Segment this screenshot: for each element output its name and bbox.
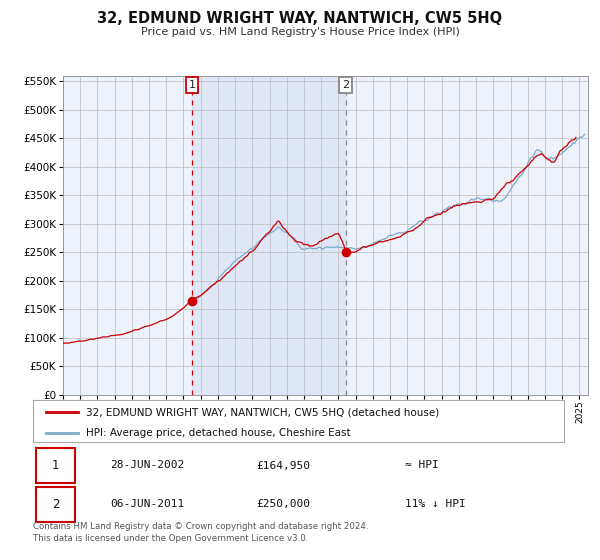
Text: £250,000: £250,000 xyxy=(256,499,310,509)
Bar xyxy=(192,76,346,395)
FancyBboxPatch shape xyxy=(35,448,76,483)
Text: 2: 2 xyxy=(52,497,59,511)
Text: 2: 2 xyxy=(342,80,349,90)
Text: £164,950: £164,950 xyxy=(256,460,310,470)
Text: 32, EDMUND WRIGHT WAY, NANTWICH, CW5 5HQ (detached house): 32, EDMUND WRIGHT WAY, NANTWICH, CW5 5HQ… xyxy=(86,407,439,417)
Text: Price paid vs. HM Land Registry's House Price Index (HPI): Price paid vs. HM Land Registry's House … xyxy=(140,27,460,37)
Text: 11% ↓ HPI: 11% ↓ HPI xyxy=(404,499,466,509)
Text: ≈ HPI: ≈ HPI xyxy=(404,460,439,470)
Text: HPI: Average price, detached house, Cheshire East: HPI: Average price, detached house, Ches… xyxy=(86,428,351,438)
Text: 28-JUN-2002: 28-JUN-2002 xyxy=(110,460,184,470)
Text: 1: 1 xyxy=(188,80,196,90)
FancyBboxPatch shape xyxy=(35,487,76,521)
Text: 32, EDMUND WRIGHT WAY, NANTWICH, CW5 5HQ: 32, EDMUND WRIGHT WAY, NANTWICH, CW5 5HQ xyxy=(97,11,503,26)
Text: Contains HM Land Registry data © Crown copyright and database right 2024.
This d: Contains HM Land Registry data © Crown c… xyxy=(33,522,368,543)
Text: 1: 1 xyxy=(52,459,59,472)
Text: 06-JUN-2011: 06-JUN-2011 xyxy=(110,499,184,509)
